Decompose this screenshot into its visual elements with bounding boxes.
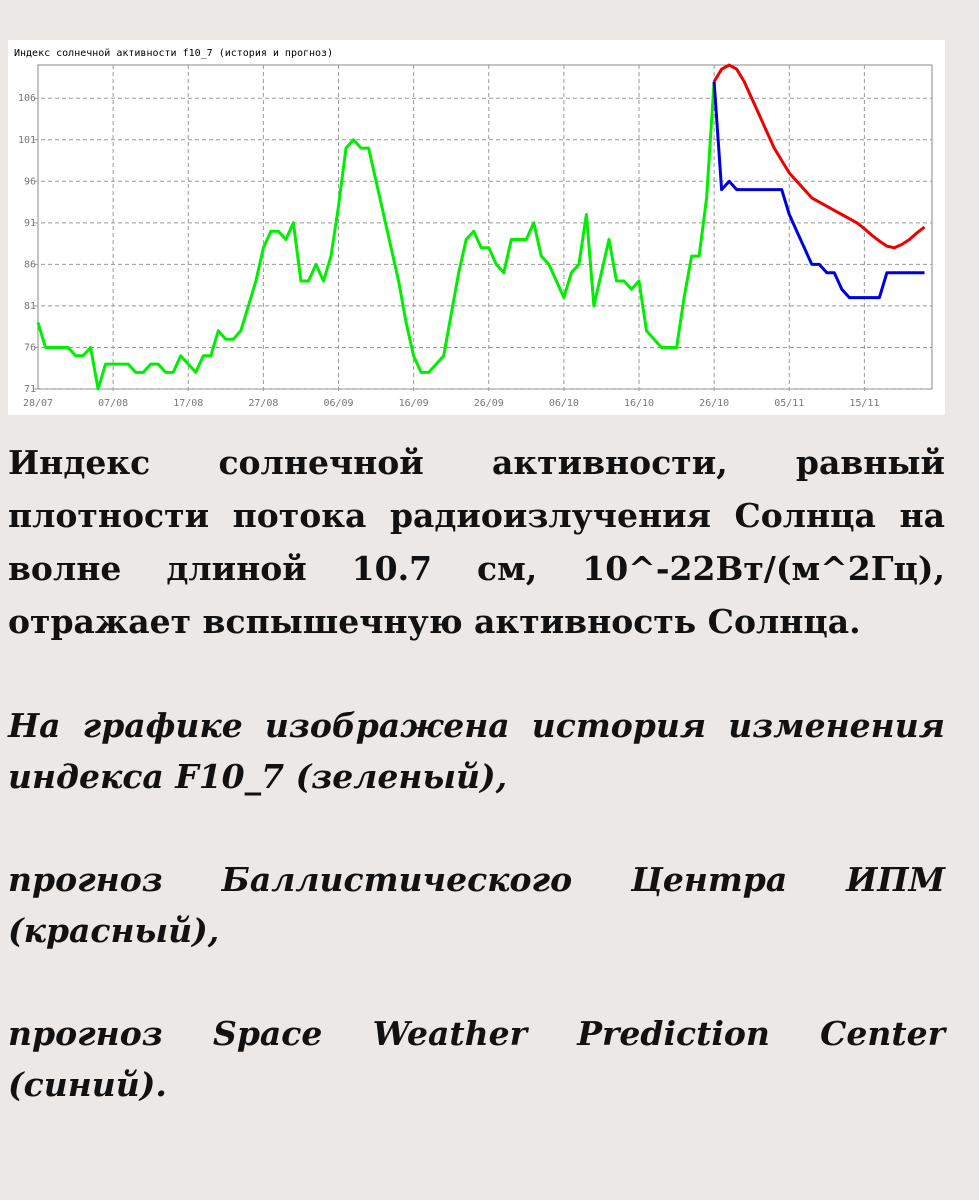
- y-tick-label: 81: [24, 301, 36, 312]
- series-line: [36, 81, 716, 391]
- x-tick-label: 15/11: [849, 398, 879, 409]
- paragraph: На графике изображена история изменения …: [8, 706, 945, 796]
- x-tick-label: 28/07: [23, 398, 53, 409]
- y-tick-label: 91: [24, 218, 36, 229]
- x-tick-label: 07/08: [98, 398, 128, 409]
- x-tick-label: 26/09: [474, 398, 504, 409]
- paragraph: Индекс солнечной активности, равный плот…: [8, 443, 945, 641]
- y-tick-label: 86: [24, 259, 36, 270]
- paragraph: прогноз Баллистического Центра ИПМ (крас…: [8, 860, 945, 950]
- paragraph: прогноз Space Weather Prediction Center …: [8, 1014, 945, 1104]
- x-tick-label: 06/09: [323, 398, 353, 409]
- x-tick-label: 06/10: [549, 398, 579, 409]
- x-tick-label: 26/10: [699, 398, 729, 409]
- chart: Индекс солнечной активности f10_7 (истор…: [8, 40, 945, 415]
- description: Индекс солнечной активности, равный плот…: [8, 436, 945, 1162]
- x-tick-label: 16/10: [624, 398, 654, 409]
- y-tick-label: 71: [24, 384, 36, 395]
- series-line: [712, 81, 925, 300]
- y-tick-label: 76: [24, 342, 36, 353]
- x-tick-label: 16/09: [399, 398, 429, 409]
- x-tick-label: 27/08: [248, 398, 278, 409]
- plot-area: [37, 64, 933, 390]
- x-tick-label: 17/08: [173, 398, 203, 409]
- y-tick-label: 101: [18, 135, 36, 146]
- x-tick-label: 05/11: [774, 398, 804, 409]
- y-tick-label: 106: [18, 93, 36, 104]
- y-tick-label: 96: [24, 176, 36, 187]
- series-line: [712, 63, 926, 250]
- chart-title: Индекс солнечной активности f10_7 (истор…: [14, 47, 333, 59]
